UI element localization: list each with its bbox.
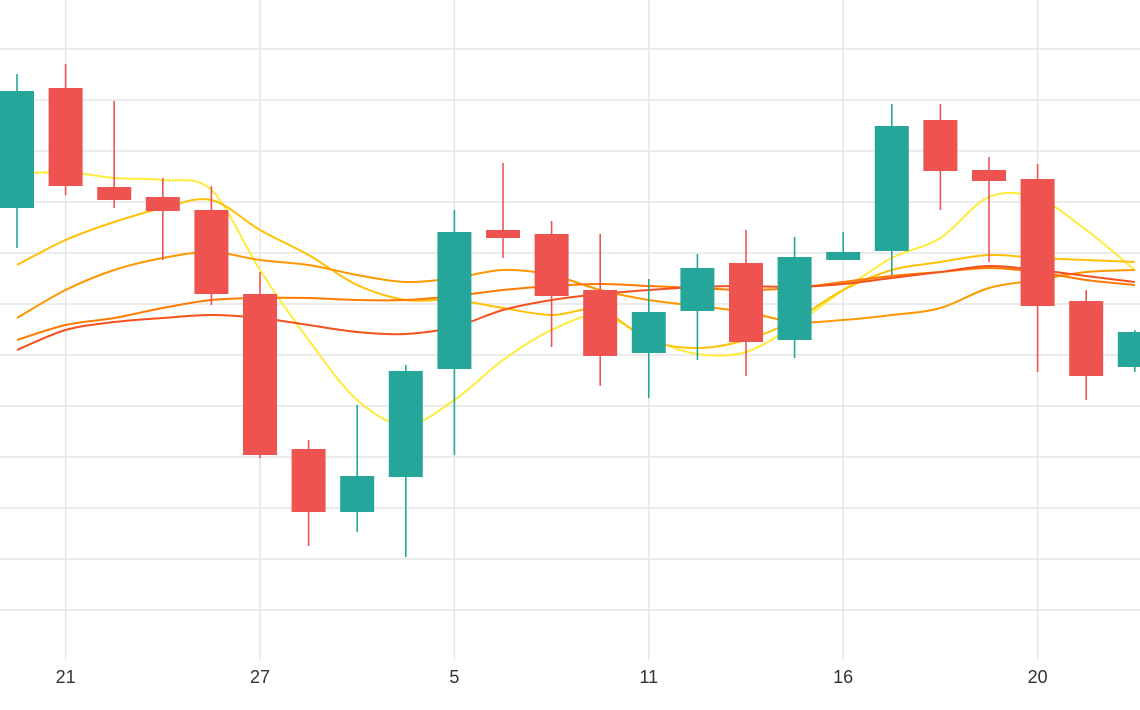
candle-body: [631, 312, 666, 353]
horizontal-gridlines: [0, 48, 1140, 611]
candle: [486, 163, 520, 258]
candle-body: [874, 126, 909, 251]
candle: [972, 157, 1006, 262]
candle-body: [0, 91, 34, 208]
candle: [534, 221, 569, 347]
candle-body: [437, 232, 472, 369]
candle-body: [777, 257, 812, 340]
candle-body: [972, 170, 1006, 181]
candle-body: [1020, 179, 1055, 306]
candle-body: [486, 230, 520, 238]
moving-average-line-5: [16, 264, 1135, 351]
candle: [729, 230, 763, 376]
candle: [48, 64, 83, 195]
candle-body: [1117, 332, 1140, 367]
moving-average-line-2: [16, 198, 1135, 350]
candle-body: [97, 187, 132, 200]
x-axis-tick-labels: 21 27 5 11 16 20: [56, 667, 1048, 687]
x-tick-label: 20: [1028, 667, 1048, 687]
candle: [340, 405, 375, 532]
candle-body: [243, 294, 277, 455]
candle: [1069, 290, 1104, 400]
candle-body: [340, 476, 375, 512]
candle-body: [145, 197, 180, 211]
candle: [97, 101, 132, 208]
x-tick-label: 21: [56, 667, 76, 687]
candle: [437, 210, 472, 455]
candle: [1020, 164, 1055, 372]
moving-average-lines: [16, 170, 1136, 427]
candle: [145, 178, 180, 260]
candle-body: [534, 234, 569, 296]
candle-body: [729, 263, 763, 342]
candle: [583, 234, 618, 386]
candle-body: [583, 290, 618, 356]
x-tick-label: 5: [449, 667, 459, 687]
x-tick-label: 11: [639, 667, 658, 687]
candle: [777, 237, 812, 358]
candle-body: [194, 210, 229, 294]
candle-body: [48, 88, 83, 186]
candle-body: [923, 120, 958, 171]
candle: [923, 104, 958, 210]
candles: [0, 64, 1140, 557]
candle-body: [291, 449, 326, 512]
candle: [874, 104, 909, 275]
x-tick-label: 16: [833, 667, 853, 687]
candle: [243, 272, 277, 458]
x-tick-label: 27: [250, 667, 270, 687]
candle: [1117, 330, 1140, 372]
candle-body: [1069, 301, 1104, 376]
candle: [680, 254, 715, 360]
candle: [826, 232, 861, 260]
candle-body: [388, 371, 423, 477]
candle-body: [826, 252, 861, 260]
candle: [291, 440, 326, 546]
candle: [388, 365, 423, 557]
candle: [194, 186, 229, 305]
candle: [631, 279, 666, 398]
candle: [0, 74, 34, 248]
moving-average-line-1: [16, 170, 1136, 427]
candle-body: [680, 268, 715, 311]
